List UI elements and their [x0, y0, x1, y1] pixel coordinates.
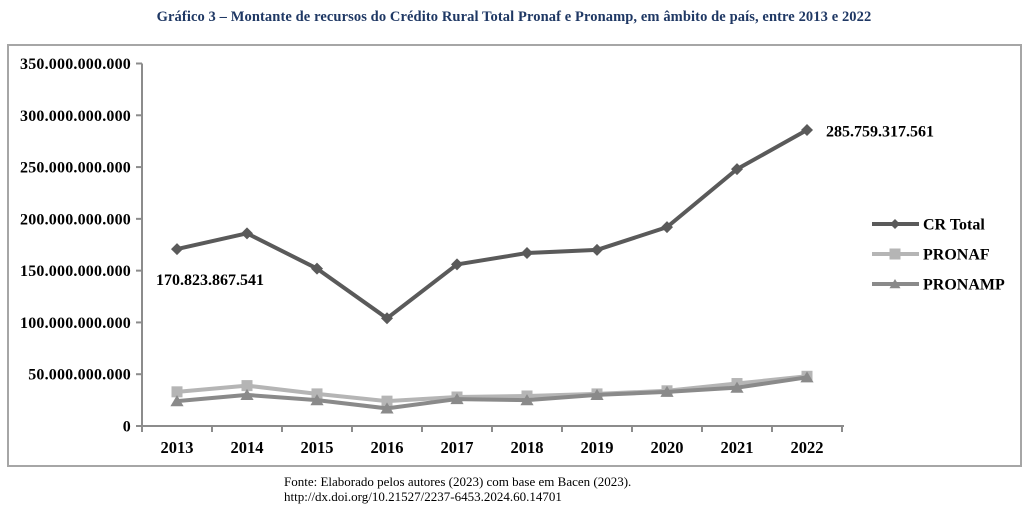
marker-cr-total: [171, 243, 183, 256]
marker-cr-total: [661, 221, 673, 234]
source-note: Fonte: Elaborado pelos autores (2023) co…: [284, 474, 632, 504]
marker-cr-total: [451, 258, 463, 271]
x-tick-label: 2017: [441, 438, 474, 457]
legend-marker-square: [889, 248, 901, 260]
x-tick-label: 2022: [791, 438, 824, 457]
marker-cr-total: [591, 243, 603, 256]
y-tick-label: 0: [123, 419, 131, 436]
x-tick-label: 2021: [721, 438, 754, 457]
source-line: Fonte: Elaborado pelos autores (2023) co…: [284, 474, 632, 489]
marker-pronamp: [660, 385, 674, 397]
y-tick-label: 200.000.000.000: [20, 211, 131, 228]
chart-title: Gráfico 3 – Montante de recursos do Créd…: [156, 9, 872, 25]
marker-pronaf: [381, 395, 393, 407]
series-line-pronaf: [175, 374, 809, 404]
legend-label: PRONAF: [923, 247, 990, 264]
legend-label: PRONAMP: [923, 277, 1005, 294]
marker-cr-total: [801, 124, 813, 137]
data-label: 170.823.867.541: [156, 272, 264, 289]
x-tick-label: 2013: [161, 438, 194, 457]
line-chart: 0 50.000.000.000 100.000.000.000 150.000.00…: [20, 56, 1005, 457]
legend-marker-triangle: [889, 279, 901, 289]
legend-label: CR Total: [923, 217, 985, 234]
marker-pronaf: [311, 388, 323, 400]
x-tick-label: 2015: [301, 438, 334, 457]
marker-pronaf: [171, 386, 183, 398]
marker-pronamp: [520, 394, 534, 406]
marker-cr-total: [241, 227, 253, 240]
marker-pronamp: [590, 388, 604, 401]
marker-cr-total: [521, 247, 533, 260]
marker-pronamp: [730, 381, 744, 393]
marker-pronamp: [310, 394, 324, 406]
y-tick-label: 300.000.000.000: [20, 108, 131, 125]
data-label: 285.759.317.561: [826, 124, 934, 141]
x-tick-label: 2019: [581, 438, 614, 457]
y-tick-label: 150.000.000.000: [20, 263, 131, 280]
x-tick-label: 2014: [231, 438, 264, 457]
y-tick-label: 50.000.000.000: [28, 367, 131, 384]
series-line-cr-total: [175, 128, 809, 321]
marker-pronamp: [240, 388, 254, 401]
marker-pronamp: [800, 371, 814, 383]
marker-cr-total: [731, 163, 743, 176]
legend-marker-diamond: [890, 219, 900, 229]
x-tick-label: 2020: [651, 438, 684, 457]
marker-pronamp: [450, 393, 464, 405]
x-tick-label: 2018: [511, 438, 544, 457]
marker-pronamp: [170, 395, 184, 407]
marker-cr-total: [381, 312, 393, 325]
chart-plot-frame: 0 50.000.000.000 100.000.000.000 150.000.00…: [7, 44, 1022, 467]
y-tick-label: 100.000.000.000: [20, 315, 131, 332]
marker-cr-total: [311, 262, 323, 275]
marker-pronamp: [380, 402, 394, 414]
y-tick-label: 250.000.000.000: [20, 160, 131, 177]
doi-text: http://dx.doi.org/10.21527/2237-6453.202…: [284, 488, 562, 504]
marker-pronaf: [241, 380, 253, 392]
series-line-pronamp: [175, 375, 809, 411]
x-tick-label: 2016: [371, 438, 404, 457]
y-tick-label: 350.000.000.000: [20, 56, 131, 73]
